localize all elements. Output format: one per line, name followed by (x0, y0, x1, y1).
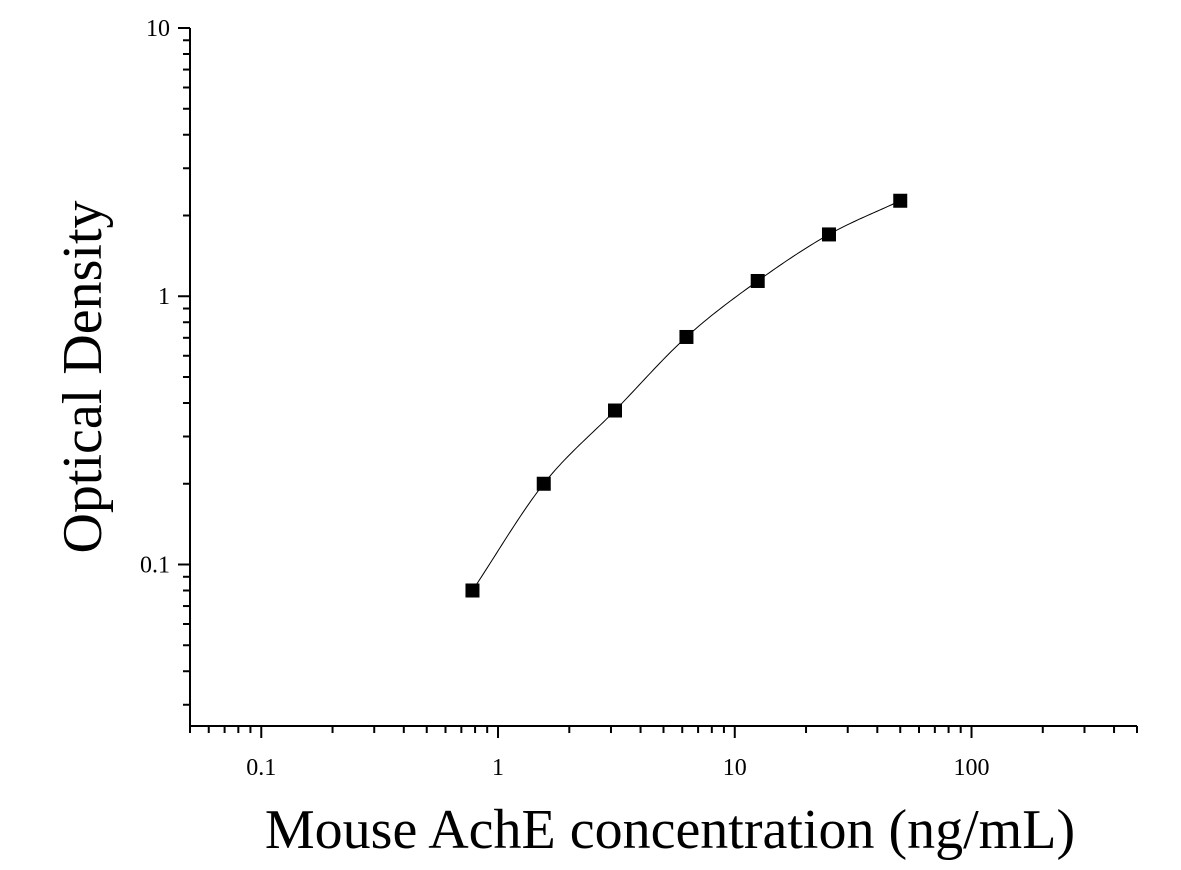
data-point (679, 329, 694, 344)
data-point (608, 403, 623, 418)
x-tick-label: 10 (723, 755, 747, 781)
y-ticks (178, 27, 190, 706)
data-point (465, 583, 480, 598)
y-tick-labels: 0.1 1 10 (140, 16, 170, 578)
x-tick-labels: 0.1 1 10 100 (246, 755, 989, 781)
data-point (750, 273, 765, 288)
data-point (536, 476, 551, 491)
data-points (465, 193, 908, 598)
y-tick-label: 0.1 (140, 552, 170, 578)
y-axis-title: Optical Density (52, 200, 114, 553)
x-tick-label: 1 (492, 755, 504, 781)
data-point (821, 227, 836, 242)
y-tick-label: 10 (146, 16, 170, 42)
x-tick-label: 0.1 (246, 755, 276, 781)
data-point (893, 193, 908, 208)
x-tick-label: 100 (954, 755, 990, 781)
fit-curve (472, 200, 901, 591)
axes (189, 28, 1137, 727)
x-axis-title: Mouse AchE concentration (ng/mL) (265, 799, 1075, 861)
y-tick-label: 1 (158, 284, 170, 310)
x-ticks (189, 726, 1138, 738)
